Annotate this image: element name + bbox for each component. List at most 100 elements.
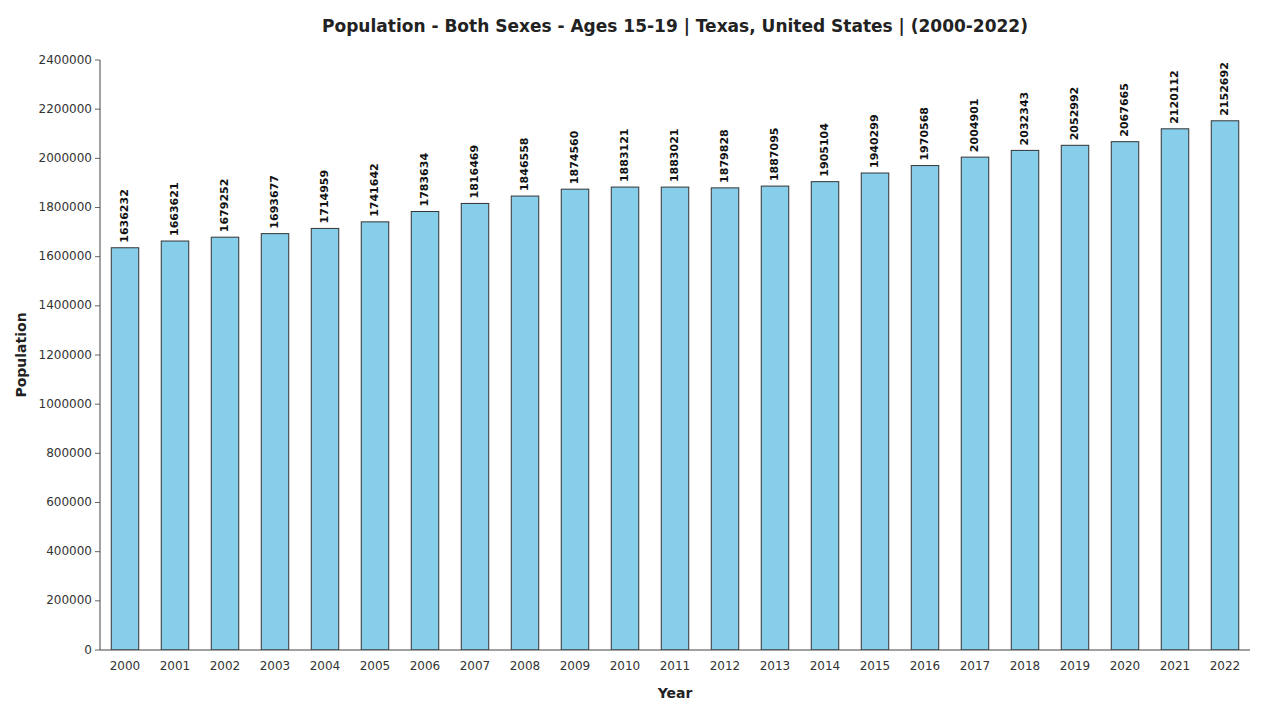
- data-label: 1693677: [268, 175, 281, 229]
- x-tick-label: 2018: [1010, 659, 1041, 673]
- y-tick: [95, 256, 100, 257]
- y-tick-label: 200000: [46, 593, 92, 607]
- x-tick-label: 2001: [160, 659, 191, 673]
- bar: [711, 188, 739, 650]
- bar: [111, 248, 139, 650]
- data-label: 1905104: [818, 123, 831, 177]
- x-tick-label: 2017: [960, 659, 991, 673]
- bar: [861, 173, 889, 650]
- x-tick-label: 2015: [860, 659, 891, 673]
- bar: [961, 157, 989, 650]
- y-tick-label: 800000: [46, 446, 92, 460]
- bar: [261, 234, 289, 650]
- data-label: 2120112: [1168, 70, 1181, 124]
- x-tick-label: 2005: [360, 659, 391, 673]
- data-label: 1970568: [918, 107, 931, 161]
- data-label: 2052992: [1068, 87, 1081, 141]
- data-label: 2004901: [968, 99, 981, 153]
- bar: [461, 203, 489, 650]
- x-tick-label: 2009: [560, 659, 591, 673]
- bar: [611, 187, 639, 650]
- data-label: 1741642: [368, 163, 381, 217]
- x-tick-label: 2012: [710, 659, 741, 673]
- y-tick-label: 2400000: [39, 53, 92, 67]
- x-tick-label: 2013: [760, 659, 791, 673]
- y-tick: [95, 158, 100, 159]
- y-tick: [95, 60, 100, 61]
- x-tick-label: 2003: [260, 659, 291, 673]
- x-axis: 2000 2001 2002 2003 2004 2005 2006 2007 2008 2009…: [110, 659, 1241, 673]
- y-tick: [95, 453, 100, 454]
- data-label: 1636232: [118, 189, 131, 243]
- y-tick: [95, 207, 100, 208]
- bars: [111, 121, 1239, 650]
- y-tick: [95, 404, 100, 405]
- y-tick: [95, 355, 100, 356]
- y-tick: [95, 502, 100, 503]
- bar: [661, 187, 689, 650]
- y-axis-title: Population: [13, 312, 29, 397]
- x-axis-title: Year: [657, 685, 693, 701]
- y-tick: [95, 305, 100, 306]
- bar: [561, 189, 589, 650]
- chart-svg: Population - Both Sexes - Ages 15-19 | T…: [0, 0, 1280, 720]
- data-label: 1887095: [768, 128, 781, 182]
- bar: [361, 222, 389, 650]
- data-label: 1883021: [668, 129, 681, 183]
- bar: [411, 212, 439, 650]
- bar: [211, 237, 239, 650]
- y-tick-label: 1400000: [39, 298, 92, 312]
- x-tick-label: 2002: [210, 659, 241, 673]
- y-tick-label: 2200000: [39, 102, 92, 116]
- bar: [811, 182, 839, 650]
- x-tick-label: 2010: [610, 659, 641, 673]
- x-tick-label: 2011: [660, 659, 691, 673]
- x-tick-label: 2006: [410, 659, 441, 673]
- data-label: 1714959: [318, 170, 331, 224]
- data-label: 1846558: [518, 137, 531, 191]
- chart-title: Population - Both Sexes - Ages 15-19 | T…: [322, 16, 1028, 36]
- x-axis-line: [100, 650, 1250, 651]
- x-tick-label: 2007: [460, 659, 491, 673]
- x-tick-label: 2014: [810, 659, 841, 673]
- y-tick-label: 1600000: [39, 249, 92, 263]
- data-label: 2152692: [1218, 62, 1231, 116]
- data-label: 1816469: [468, 145, 481, 199]
- data-labels: 1636232 1663621 1679252 1693677 1714959 17416…: [118, 62, 1231, 243]
- x-tick-label: 2008: [510, 659, 541, 673]
- y-axis: 0200000400000600000800000100000012000001…: [39, 53, 100, 657]
- chart-container: Population - Both Sexes - Ages 15-19 | T…: [0, 0, 1280, 720]
- x-tick-label: 2021: [1160, 659, 1191, 673]
- data-label: 1874560: [568, 130, 581, 184]
- y-tick: [95, 650, 100, 651]
- x-tick-label: 2004: [310, 659, 341, 673]
- y-tick-label: 1000000: [39, 397, 92, 411]
- y-tick-label: 0: [84, 643, 92, 657]
- bar: [911, 166, 939, 650]
- bar: [1161, 129, 1189, 650]
- x-tick-label: 2020: [1110, 659, 1141, 673]
- y-axis-line: [100, 60, 101, 650]
- x-tick-label: 2016: [910, 659, 941, 673]
- bar: [1061, 145, 1089, 650]
- y-tick-label: 1800000: [39, 200, 92, 214]
- y-tick: [95, 600, 100, 601]
- data-label: 1783634: [418, 153, 431, 207]
- x-tick-label: 2022: [1210, 659, 1241, 673]
- x-tick-label: 2000: [110, 659, 141, 673]
- y-tick-label: 400000: [46, 544, 92, 558]
- data-label: 2032343: [1018, 92, 1031, 146]
- bar: [1211, 121, 1239, 650]
- data-label: 1679252: [218, 179, 231, 233]
- bar: [311, 228, 339, 650]
- y-tick: [95, 551, 100, 552]
- x-tick-label: 2019: [1060, 659, 1091, 673]
- data-label: 1940299: [868, 114, 881, 168]
- data-label: 2067665: [1118, 83, 1131, 137]
- data-label: 1883121: [618, 128, 631, 182]
- bar: [1011, 150, 1039, 650]
- y-tick-label: 600000: [46, 495, 92, 509]
- data-label: 1663621: [168, 182, 181, 236]
- bar: [761, 186, 789, 650]
- data-label: 1879828: [718, 129, 731, 183]
